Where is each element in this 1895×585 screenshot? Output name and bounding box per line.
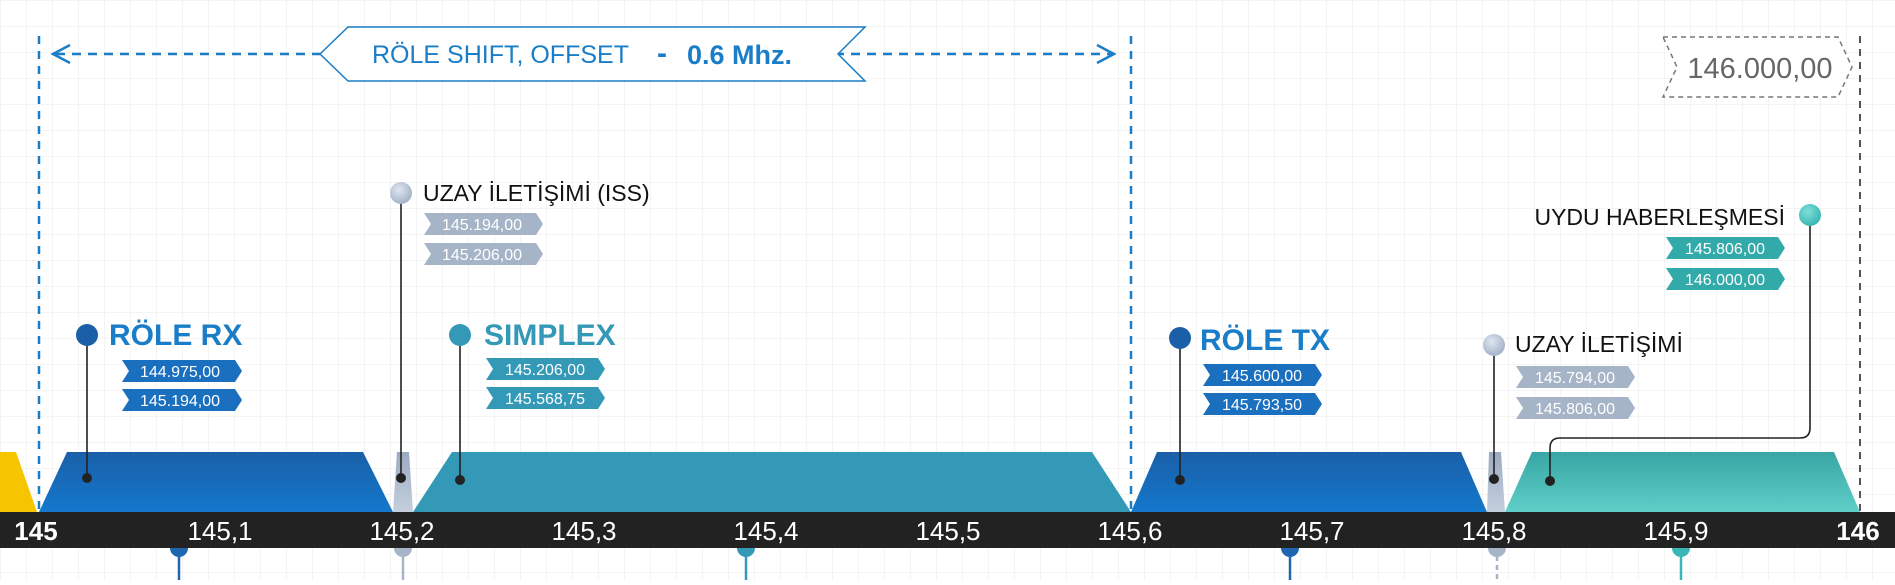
tick-145-8: 145,8 [1461, 516, 1526, 546]
simplex-marker [449, 324, 471, 346]
corner-tag [1661, 36, 1853, 98]
simplex-freq-1: 145.206,00 [505, 362, 585, 379]
offset-dash: - [657, 37, 667, 70]
previous-band-segment [0, 452, 37, 512]
satellite-callout: UYDU HABERLEŞMESİ 145.806,00 146.000,00 [1534, 204, 1821, 486]
tick-145-9: 145,9 [1643, 516, 1708, 546]
satellite-segment [1505, 452, 1860, 512]
role-tx-marker [1169, 327, 1191, 349]
corner-tag-text: 146.000,00 [1687, 53, 1832, 85]
iss-1-freq-2: 145.206,00 [442, 247, 522, 264]
offset-box [318, 26, 867, 82]
iss-1-title: UZAY İLETİŞİMİ (ISS) [423, 180, 650, 206]
tick-145-4: 145,4 [733, 516, 798, 546]
satellite-title: UYDU HABERLEŞMESİ [1534, 204, 1785, 230]
simplex-segment [413, 452, 1131, 512]
iss-1-callout: UZAY İLETİŞİMİ (ISS) 145.194,00 145.206,… [390, 180, 650, 483]
iss-2-freq-2: 145.806,00 [1535, 401, 1615, 418]
tick-145-3: 145,3 [551, 516, 616, 546]
arrow-right-icon [1096, 43, 1117, 65]
offset-value: 0.6 Mhz. [687, 40, 792, 70]
tick-145: 145 [14, 516, 57, 546]
tick-145-2: 145,2 [369, 516, 434, 546]
simplex-freq-2: 145.568,75 [505, 391, 585, 408]
role-rx-freq-1: 144.975,00 [140, 364, 220, 381]
simplex-callout: SIMPLEX 145.206,00 145.568,75 [449, 319, 616, 485]
arrow-left-icon [50, 43, 71, 65]
axis-tick-labels: 145 145,1 145,2 145,3 145,4 145,5 145,6 … [14, 516, 1879, 546]
tick-145-7: 145,7 [1279, 516, 1344, 546]
role-rx-marker [76, 324, 98, 346]
below-axis-pins [170, 548, 1690, 580]
tick-145-1: 145,1 [187, 516, 252, 546]
tick-145-5: 145,5 [915, 516, 980, 546]
iss-1-marker [390, 182, 412, 204]
role-rx-callout: RÖLE RX 144.975,00 145.194,00 [76, 319, 242, 483]
satellite-freq-1: 145.806,00 [1685, 241, 1765, 258]
satellite-marker [1799, 204, 1821, 226]
iss-2-freq-1: 145.794,00 [1535, 370, 1615, 387]
role-rx-title: RÖLE RX [109, 319, 242, 352]
role-tx-freq-2: 145.793,50 [1222, 397, 1302, 414]
role-tx-callout: RÖLE TX 145.600,00 145.793,50 [1169, 324, 1330, 485]
iss-2-title: UZAY İLETİŞİMİ [1515, 331, 1683, 357]
satellite-freq-2: 146.000,00 [1685, 272, 1765, 289]
iss-2-callout: UZAY İLETİŞİMİ 145.794,00 145.806,00 [1483, 331, 1683, 484]
role-rx-freq-2: 145.194,00 [140, 393, 220, 410]
role-tx-segment [1131, 452, 1487, 512]
role-tx-title: RÖLE TX [1200, 324, 1330, 357]
iss-1-freq-1: 145.194,00 [442, 217, 522, 234]
tick-146: 146 [1836, 516, 1879, 546]
role-tx-freq-1: 145.600,00 [1222, 368, 1302, 385]
iss-2-marker [1483, 334, 1505, 356]
offset-label: RÖLE SHIFT, OFFSET [372, 41, 629, 69]
tick-145-6: 145,6 [1097, 516, 1162, 546]
role-rx-segment [39, 452, 393, 512]
simplex-title: SIMPLEX [484, 319, 616, 352]
frequency-axis [0, 512, 1895, 548]
